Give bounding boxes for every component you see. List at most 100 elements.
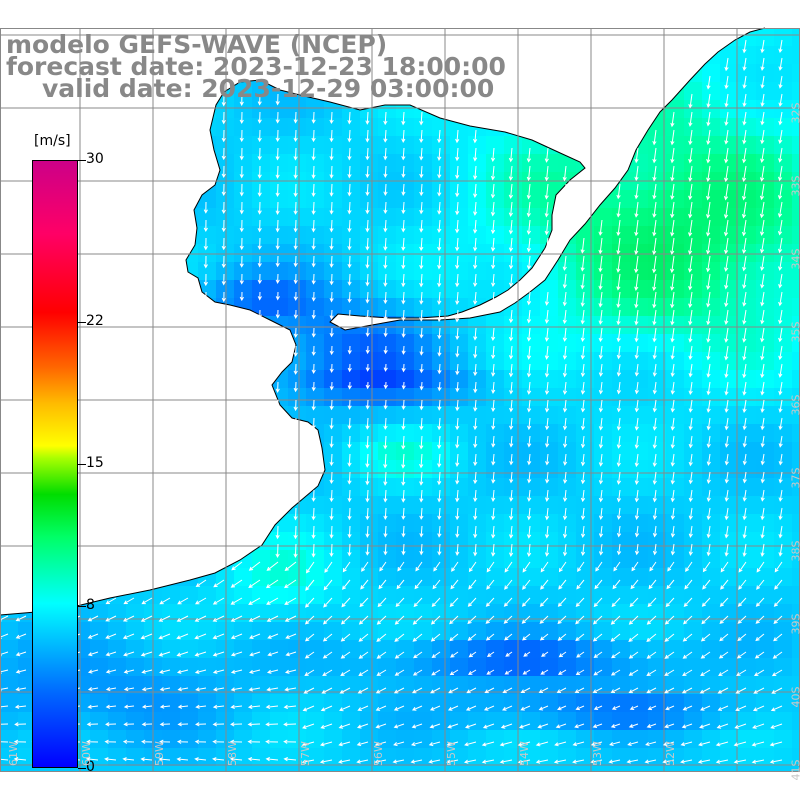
wind-cell [756,442,775,461]
wind-arrow [293,201,298,215]
wind-arrow [473,345,478,359]
wind-arrow [652,507,657,520]
wind-arrow [419,363,424,374]
wind-arrow [468,561,477,573]
wind-cell [540,478,559,497]
wind-arrow [706,75,711,90]
wind-cell [360,568,379,587]
wind-cell [414,496,433,515]
wind-cell [792,334,800,353]
wind-arrow [688,129,693,146]
wind-arrow [221,93,226,107]
wind-cell [612,568,631,587]
wind-cell [414,334,433,353]
wind-arrow [383,345,388,355]
wind-arrow [544,345,550,360]
wind-cell [504,694,523,713]
wind-cell [684,208,703,227]
wind-cell [450,388,469,407]
wind-cell [162,658,181,677]
wind-cell [396,496,415,515]
wind-cell [612,586,631,605]
wind-arrow [616,201,621,218]
colorbar-tick-label: 8 [86,596,95,613]
wind-arrow [688,525,693,539]
wind-arrow [664,615,675,625]
wind-arrow [473,489,478,503]
wind-cell [486,154,505,173]
colorbar-tick [78,768,86,769]
wind-cell [270,208,289,227]
wind-arrow [412,615,423,625]
wind-arrow [401,543,406,556]
wind-arrow [365,489,370,503]
wind-arrow [754,669,765,677]
wind-cell [792,64,800,83]
latitude-label: 37S [789,467,800,489]
wind-arrow [248,561,261,571]
wind-cell [306,118,325,137]
wind-cell [396,694,415,713]
wind-cell [270,298,289,317]
wind-arrow [742,417,747,431]
wind-arrow [545,489,550,502]
wind-arrow [394,633,405,642]
wind-arrow [473,291,478,305]
wind-arrow [473,147,478,162]
wind-arrow [634,399,639,413]
wind-cell [756,82,775,101]
wind-arrow [649,561,657,572]
wind-cell [504,406,523,425]
wind-arrow [742,309,747,325]
wind-arrow [87,704,99,709]
wind-arrow [450,651,459,658]
wind-cell [684,730,703,749]
wind-arrow [720,579,729,590]
wind-arrow [431,651,441,658]
wind-cell [360,424,379,443]
wind-arrow [383,471,388,486]
wind-cell [360,514,379,533]
wind-arrow [769,741,783,747]
wind-arrow [159,687,171,692]
wind-arrow [699,723,711,729]
wind-cell [558,316,577,335]
wind-arrow [437,471,442,486]
wind-arrow [447,705,459,711]
wind-arrow [375,687,387,694]
wind-arrow [221,219,226,233]
wind-cell [792,424,800,443]
wind-arrow [194,669,207,674]
wind-arrow [664,651,675,659]
wind-arrow [195,579,207,587]
wind-cell [414,514,433,533]
wind-arrow [646,723,657,728]
wind-cell [612,352,631,371]
wind-cell [288,226,307,245]
wind-arrow [347,435,352,449]
wind-cell [558,388,577,407]
wind-arrow [473,129,478,144]
wind-arrow [358,669,369,676]
wind-arrow [141,669,153,674]
wind-cell [792,316,800,335]
wind-arrow [502,705,513,711]
wind-arrow [221,165,226,179]
wind-arrow [383,165,388,179]
wind-cell [792,298,800,317]
wind-arrow [303,687,315,694]
wind-cell [288,190,307,209]
wind-cell [486,442,505,461]
wind-cell [450,748,469,767]
wind-arrow [580,255,585,272]
wind-cell [720,442,739,461]
wind-cell [108,640,127,659]
wind-cell [360,694,379,713]
wind-arrow [105,722,117,727]
wind-cell [468,604,487,623]
wind-arrow [760,255,765,272]
wind-arrow [652,471,657,485]
wind-arrow [634,543,640,556]
wind-cell [324,622,343,641]
wind-cell [792,550,800,569]
